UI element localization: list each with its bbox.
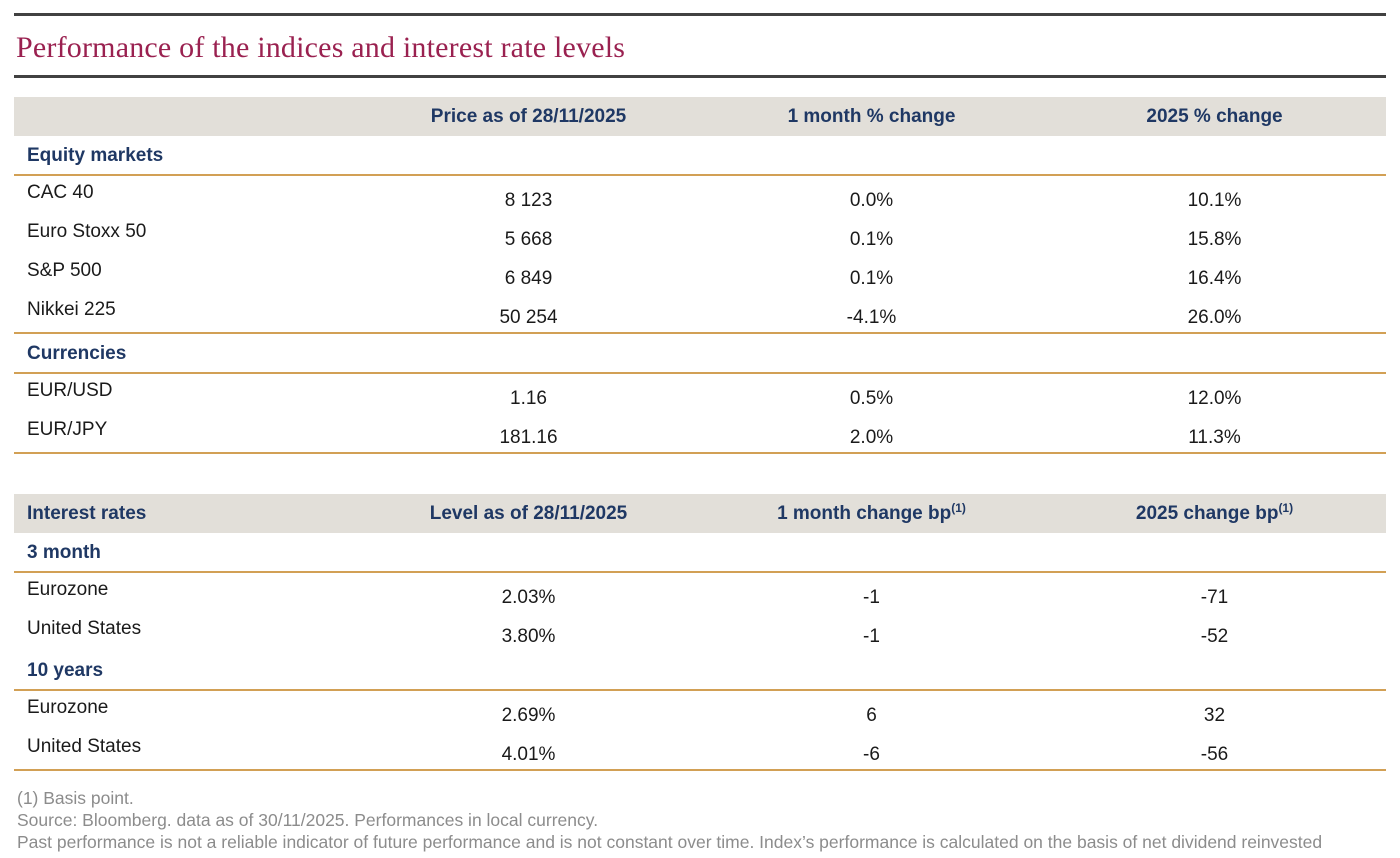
table-row: EUR/JPY 181.16 2.0% 11.3% <box>14 413 1386 454</box>
table-row: United States 4.01% -6 -56 <box>14 730 1386 771</box>
row-label: Eurozone <box>27 697 109 718</box>
row-level: 2.69% <box>501 705 556 726</box>
row-price: 181.16 <box>357 413 700 454</box>
row-price: 5 668 <box>504 229 553 250</box>
row-1m-change: 0.0% <box>849 190 894 211</box>
row-price: 8 123 <box>504 190 553 211</box>
table-row: CAC 40 8 123 0.0% 10.1% <box>14 175 1386 215</box>
markets-col-header-1m-change: 1 month % change <box>700 97 1043 136</box>
row-price: 6 849 <box>504 268 553 289</box>
rates-corner-header: Interest rates <box>14 494 357 533</box>
title-bottom-divider <box>14 75 1386 78</box>
rates-col-header-1m-change: 1 month change bp(1) <box>700 494 1043 533</box>
row-2025-change: 16.4% <box>1187 268 1242 289</box>
section-title: Currencies <box>14 333 1386 374</box>
row-level: 4.01% <box>357 730 700 771</box>
markets-table: Price as of 28/11/2025 1 month % change … <box>14 97 1386 454</box>
table-row: S&P 500 6 849 0.1% 16.4% <box>14 254 1386 293</box>
page-title: Performance of the indices and interest … <box>16 31 626 64</box>
row-level: 2.03% <box>501 587 556 608</box>
rates-col-header-2025-change-text: 2025 change bp <box>1135 503 1279 524</box>
section-header-currencies: Currencies <box>14 333 1386 374</box>
row-label: EUR/JPY <box>14 413 357 454</box>
row-1m-change-bp: -6 <box>700 730 1043 771</box>
row-label: EUR/USD <box>27 380 113 401</box>
row-1m-change: 0.1% <box>849 268 894 289</box>
row-1m-change: -4.1% <box>700 293 1043 334</box>
footnote-basis-point: (1) Basis point. <box>17 788 134 808</box>
footnotes: (1) Basis point. Source: Bloomberg. data… <box>14 787 1386 853</box>
table-row: United States 3.80% -1 -52 <box>14 612 1386 651</box>
footnote-source: Source: Bloomberg. data as of 30/11/2025… <box>17 810 599 830</box>
row-1m-change-bp: -1 <box>863 626 880 647</box>
rates-col-header-level: Level as of 28/11/2025 <box>357 494 700 533</box>
row-1m-change-bp: 6 <box>866 705 877 726</box>
table-row: Nikkei 225 50 254 -4.1% 26.0% <box>14 293 1386 334</box>
section-title: 10 years <box>14 651 1386 691</box>
row-2025-change-bp: -56 <box>1043 730 1386 771</box>
section-header-equity-markets: Equity markets <box>14 136 1386 176</box>
markets-col-header-price: Price as of 28/11/2025 <box>357 97 700 136</box>
row-level: 3.80% <box>501 626 556 647</box>
section-header-10-years: 10 years <box>14 651 1386 691</box>
section-title: 3 month <box>14 533 1386 573</box>
rates-header-row: Interest rates Level as of 28/11/2025 1 … <box>14 494 1386 533</box>
row-price: 50 254 <box>357 293 700 334</box>
row-2025-change: 15.8% <box>1187 229 1242 250</box>
markets-header-row: Price as of 28/11/2025 1 month % change … <box>14 97 1386 136</box>
row-label: United States <box>27 618 142 639</box>
row-2025-change: 11.3% <box>1043 413 1386 454</box>
row-price: 1.16 <box>510 388 547 409</box>
row-2025-change-bp: 32 <box>1203 705 1226 726</box>
row-label: Eurozone <box>27 579 109 600</box>
section-header-3-month: 3 month <box>14 533 1386 573</box>
row-2025-change-bp: -71 <box>1200 587 1229 608</box>
row-label: S&P 500 <box>27 260 102 281</box>
row-1m-change: 0.5% <box>849 388 894 409</box>
markets-corner-cell-empty <box>14 97 357 136</box>
row-2025-change: 10.1% <box>1187 190 1242 211</box>
interest-rates-table: Interest rates Level as of 28/11/2025 1 … <box>14 494 1386 771</box>
table-row: Eurozone 2.03% -1 -71 <box>14 572 1386 612</box>
row-2025-change: 26.0% <box>1043 293 1386 334</box>
section-title: Equity markets <box>14 136 1386 176</box>
rates-col-header-1m-change-text: 1 month change bp <box>777 503 952 524</box>
markets-col-header-2025-change: 2025 % change <box>1043 97 1386 136</box>
footnote-marker: (1) <box>951 501 966 515</box>
row-label: Nikkei 225 <box>14 293 357 334</box>
footnote-marker: (1) <box>1278 501 1294 515</box>
row-1m-change-bp: -1 <box>863 587 880 608</box>
table-row: Eurozone 2.69% 6 32 <box>14 690 1386 730</box>
row-label: United States <box>14 730 357 771</box>
rates-col-header-2025-change: 2025 change bp(1) <box>1043 494 1386 533</box>
row-1m-change: 0.1% <box>849 229 894 250</box>
row-2025-change: 12.0% <box>1187 388 1242 409</box>
top-divider <box>14 13 1386 16</box>
row-label: Euro Stoxx 50 <box>27 221 147 242</box>
table-row: EUR/USD 1.16 0.5% 12.0% <box>14 373 1386 413</box>
row-2025-change-bp: -52 <box>1200 626 1229 647</box>
row-1m-change: 2.0% <box>700 413 1043 454</box>
footnote-disclaimer: Past performance is not a reliable indic… <box>17 832 1323 852</box>
table-row: Euro Stoxx 50 5 668 0.1% 15.8% <box>14 215 1386 254</box>
row-label: CAC 40 <box>27 182 94 203</box>
